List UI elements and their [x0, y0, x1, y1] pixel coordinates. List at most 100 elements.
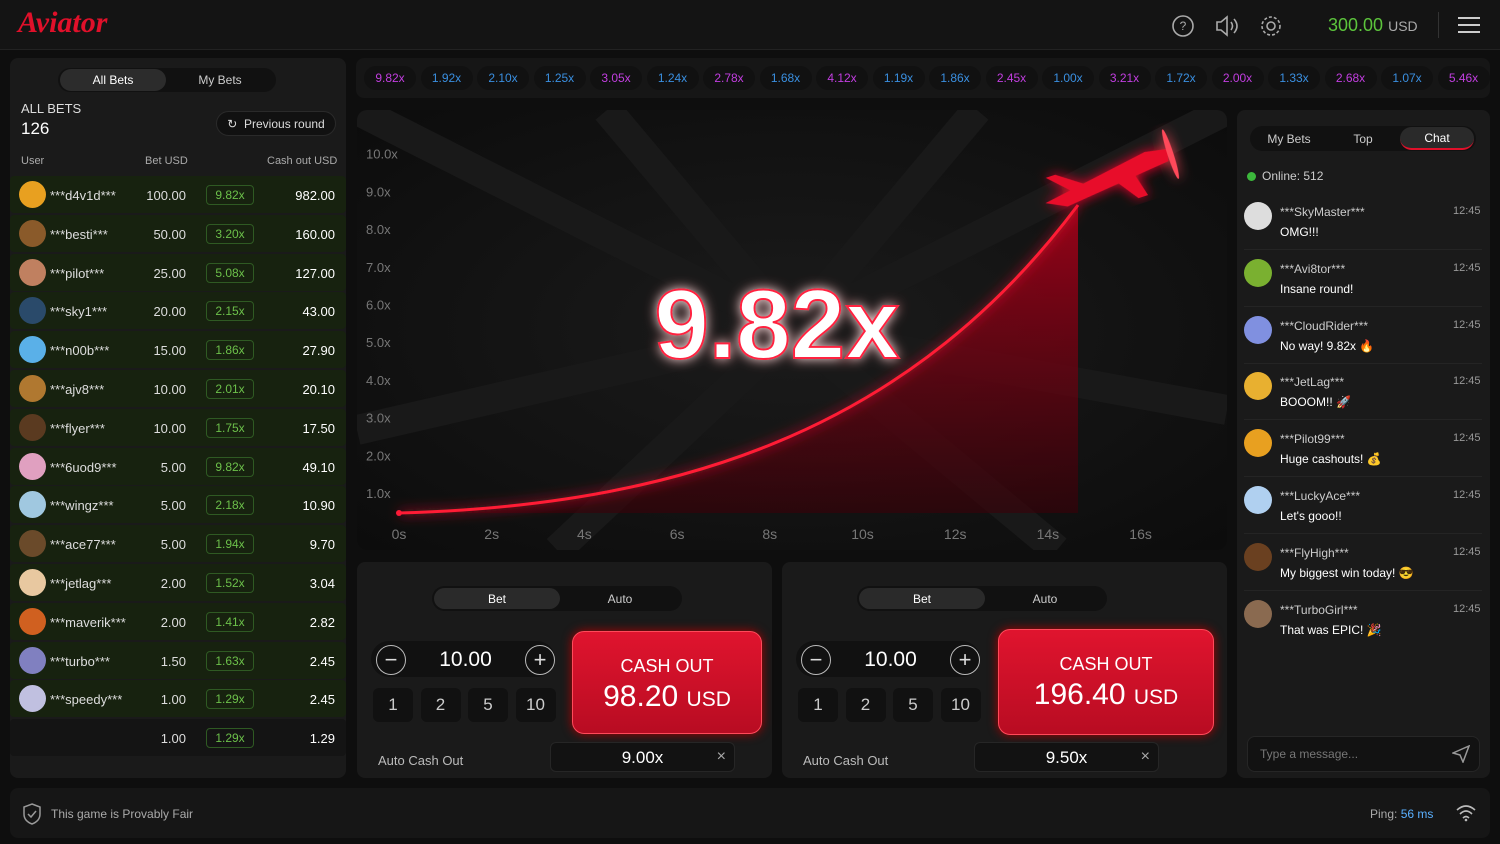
- multiplier-badge: 1.29x: [206, 728, 254, 749]
- cashout-button[interactable]: CASH OUT 196.40 USD: [998, 629, 1214, 735]
- avatar: [19, 375, 46, 402]
- chat-input[interactable]: [1247, 736, 1480, 772]
- history-item[interactable]: 2.45x: [985, 66, 1038, 90]
- plus-button[interactable]: +: [950, 645, 980, 675]
- settings-icon[interactable]: [1266, 21, 1276, 31]
- history-item[interactable]: 1.00x: [1042, 66, 1094, 90]
- chat-divider: [1244, 476, 1482, 478]
- tab[interactable]: Auto: [1032, 591, 1058, 606]
- bet-row: ***sky1*** 20.00 2.15x 43.00: [10, 292, 346, 330]
- bet-row: ***6uod9*** 5.00 9.82x 49.10: [10, 447, 346, 485]
- curve-area: [399, 205, 1078, 513]
- cashout-amount: 98.20 USD: [573, 680, 761, 714]
- avatar: [19, 646, 46, 674]
- history-item[interactable]: 3.21x: [1098, 66, 1151, 90]
- y-axis-label: 6.0x: [366, 298, 391, 313]
- ping-label: Ping:: [1370, 807, 1398, 821]
- chat-tab[interactable]: Chat: [1400, 127, 1474, 150]
- chat-tab[interactable]: My Bets: [1267, 131, 1311, 146]
- history-item[interactable]: 2.00x: [1211, 66, 1264, 90]
- help-icon[interactable]: [1172, 15, 1194, 37]
- chat-time: 12:45: [1453, 432, 1481, 445]
- quick-amount[interactable]: 5: [468, 688, 508, 722]
- tab[interactable]: Bet: [434, 588, 560, 609]
- chat-text: Insane round!: [1280, 281, 1354, 296]
- history-item[interactable]: 1.25x: [533, 66, 586, 90]
- cashout: 160.00: [295, 226, 335, 242]
- history-item[interactable]: 1.72x: [1155, 66, 1207, 90]
- chat-user: ***LuckyAce***: [1280, 489, 1361, 503]
- history-item[interactable]: 2.68x: [1324, 66, 1377, 90]
- send-icon[interactable]: [1452, 745, 1470, 763]
- bet-row: ***flyer*** 10.00 1.75x 17.50: [10, 408, 346, 446]
- cashout: 982.00: [295, 188, 335, 203]
- bet-panel: Bet Auto − +10.00 1 2 5 10 CASH OUT 196.40 USD Aut…: [782, 562, 1227, 778]
- tab[interactable]: All Bets: [60, 69, 166, 91]
- minus-button[interactable]: −: [801, 645, 831, 675]
- chat-time: 12:45: [1453, 489, 1481, 501]
- logo[interactable]: Aviator: [18, 6, 108, 39]
- history-item[interactable]: 1.86x: [929, 66, 981, 90]
- balance: 300.00 USD: [1328, 15, 1418, 36]
- quick-amount[interactable]: 2: [845, 688, 886, 722]
- chat-time: 12:45: [1453, 545, 1481, 558]
- minus-button[interactable]: −: [376, 645, 406, 675]
- cashout-button[interactable]: CASH OUT 98.20 USD: [572, 631, 762, 734]
- tab[interactable]: Bet: [859, 588, 985, 609]
- y-axis-label: 7.0x: [366, 260, 391, 275]
- history-item[interactable]: 2.78x: [703, 66, 755, 90]
- quick-amount[interactable]: 2: [420, 688, 461, 722]
- provably-fair: This game is Provably Fair: [51, 807, 194, 821]
- quick-amount[interactable]: 10: [940, 688, 981, 722]
- chat-divider: [1244, 305, 1482, 307]
- history-item[interactable]: 2.10x: [477, 66, 529, 90]
- online-count: Online: 512: [1262, 169, 1324, 183]
- clear-button[interactable]: ×: [716, 748, 726, 765]
- chat-text: That was EPIC! 🎉: [1280, 622, 1382, 637]
- plus-button[interactable]: +: [525, 645, 555, 675]
- bet: 2.00: [160, 576, 186, 591]
- chat-user: ***CloudRider***: [1280, 318, 1369, 333]
- quick-amount[interactable]: 10: [515, 688, 556, 722]
- curve-line: [398, 204, 1080, 515]
- history-item[interactable]: 9.82x: [364, 66, 416, 90]
- history-item[interactable]: 1.19x: [872, 66, 925, 90]
- quick-amount[interactable]: 1: [798, 688, 838, 722]
- avatar: [19, 607, 46, 635]
- auto-cashout-input[interactable]: 9.50x ×: [974, 742, 1159, 772]
- history-item[interactable]: 5.46x: [1437, 66, 1490, 90]
- bet: 1.00: [160, 692, 186, 708]
- bet: 2.00: [160, 614, 186, 630]
- bet-row: ***pilot*** 25.00 5.08x 127.00: [10, 253, 346, 291]
- history-item[interactable]: 1.92x: [420, 66, 473, 90]
- auto-cashout-input[interactable]: 9.00x ×: [550, 742, 735, 772]
- bet: 1.50: [160, 653, 186, 669]
- bets-count: 126: [21, 119, 50, 138]
- online-dot: [1247, 172, 1256, 181]
- menu-icon[interactable]: [1457, 15, 1481, 35]
- y-axis-label: 5.0x: [366, 335, 391, 350]
- history-item[interactable]: 4.12x: [816, 66, 868, 90]
- bet-row: ***d4v1d*** 100.00 9.82x 982.00: [10, 176, 346, 213]
- chat-tab[interactable]: Top: [1353, 131, 1373, 146]
- history-item[interactable]: 1.07x: [1381, 66, 1433, 90]
- previous-round-button[interactable]: ↻ Previous round: [216, 111, 336, 136]
- history-item[interactable]: 1.24x: [646, 66, 699, 90]
- user: ***ajv8***: [50, 382, 105, 397]
- x-axis-label: 16s: [1129, 526, 1152, 542]
- chat-divider: [1244, 419, 1482, 421]
- cashout-value: 196.40: [1033, 678, 1126, 711]
- tab[interactable]: Auto: [607, 591, 633, 606]
- user: ***pilot***: [50, 265, 105, 281]
- quick-amount[interactable]: 1: [373, 688, 413, 722]
- history-item[interactable]: 1.33x: [1268, 66, 1320, 90]
- tab[interactable]: My Bets: [198, 73, 242, 87]
- history-item[interactable]: 1.68x: [759, 66, 812, 90]
- quick-amount[interactable]: 5: [893, 688, 933, 722]
- bet-row: ***turbo*** 1.50 1.63x 2.45: [10, 641, 346, 679]
- user: ***flyer***: [50, 420, 105, 436]
- cashout: 2.45: [309, 653, 335, 669]
- history-item[interactable]: 3.05x: [590, 66, 642, 90]
- clear-button[interactable]: ×: [1140, 748, 1150, 765]
- sound-icon[interactable]: [1216, 15, 1238, 37]
